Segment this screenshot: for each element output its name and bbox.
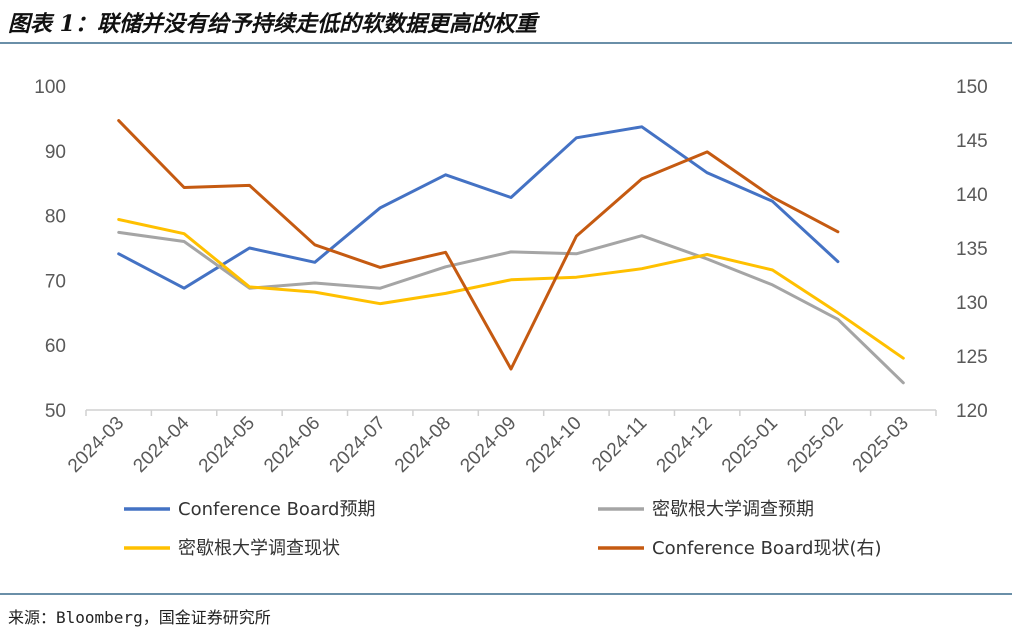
x-tick-label: 2024-06 — [260, 413, 324, 477]
y-right-tick-label: 145 — [956, 131, 988, 152]
line-chart: 50 60 70 80 90 100 120 125 130 135 140 145 150 2024… — [34, 77, 988, 559]
x-tick-label: 2024-11 — [588, 413, 651, 476]
y-right-tick-label: 140 — [956, 185, 988, 206]
x-axis-labels: 2024-03 2024-04 2024-05 2024-06 2024-07 2024-… — [64, 412, 913, 476]
x-tick-label: 2024-07 — [326, 413, 390, 477]
legend-label: Conference Board预期 — [178, 499, 375, 520]
series-line — [117, 218, 905, 360]
chart-title: 图表 1：联储并没有给予持续走低的软数据更高的权重 — [8, 11, 537, 37]
y-left-tick-label: 80 — [45, 207, 66, 228]
x-tick-label: 2025-02 — [783, 413, 847, 477]
legend-label: 密歇根大学调查现状 — [178, 538, 340, 559]
legend-label: Conference Board现状(右) — [652, 538, 882, 559]
y-right-tick-label: 135 — [956, 239, 988, 260]
x-tick-label: 2024-04 — [129, 412, 193, 476]
y-right-tick-label: 150 — [956, 77, 988, 98]
y-right-tick-label: 125 — [956, 347, 988, 368]
x-tick-label: 2024-12 — [653, 413, 717, 477]
y-left-tick-label: 50 — [45, 401, 66, 422]
x-tick-label: 2025-01 — [718, 413, 782, 477]
series-line — [117, 119, 840, 371]
right-axis-ticks: 120 125 130 135 140 145 150 — [956, 77, 988, 422]
left-axis-ticks: 50 60 70 80 90 100 — [34, 77, 66, 422]
x-tick-label: 2024-08 — [391, 413, 455, 477]
y-left-tick-label: 100 — [34, 77, 66, 98]
x-tick-label: 2024-05 — [195, 413, 259, 477]
x-axis-ticks — [85, 410, 937, 416]
x-tick-label: 2024-09 — [456, 413, 520, 477]
y-left-tick-label: 60 — [45, 336, 66, 357]
y-left-tick-label: 90 — [45, 142, 66, 163]
series-line — [117, 125, 840, 290]
x-tick-label: 2025-03 — [849, 413, 913, 477]
top-divider — [0, 42, 1012, 44]
legend-label: 密歇根大学调查预期 — [652, 499, 814, 520]
y-right-tick-label: 120 — [956, 401, 988, 422]
source-note: 来源：Bloomberg，国金证券研究所 — [8, 608, 271, 627]
x-tick-label: 2024-03 — [64, 413, 128, 477]
y-left-tick-label: 70 — [45, 271, 66, 292]
x-tick-label: 2024-10 — [522, 413, 586, 477]
series-lines — [117, 119, 905, 385]
bottom-divider — [0, 593, 1012, 595]
y-right-tick-label: 130 — [956, 293, 988, 314]
